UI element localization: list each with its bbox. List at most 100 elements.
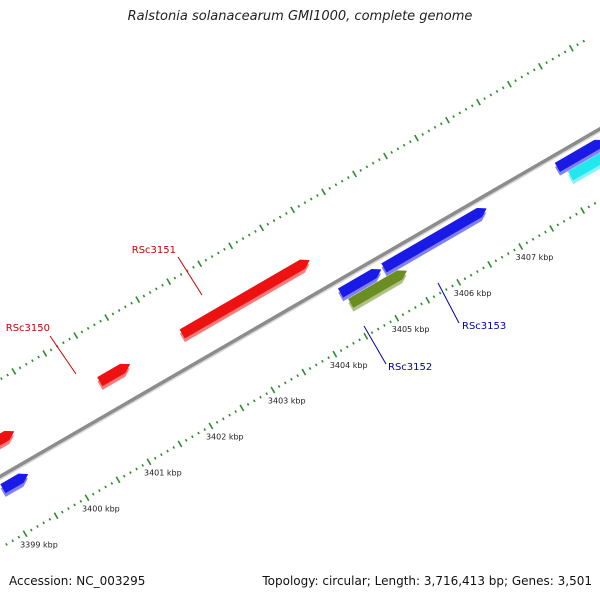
scale-tick [283, 381, 287, 385]
scale-tick [290, 377, 293, 381]
scale-label: 3399 kbp [20, 540, 58, 549]
gene-8-arrow[interactable] [348, 270, 408, 308]
scale-tick [328, 186, 332, 190]
scale-tick [146, 458, 152, 466]
scale-tick [537, 62, 543, 70]
scale-tick [215, 420, 219, 424]
scale-tick [414, 134, 419, 142]
gene-3-arrow[interactable] [179, 259, 310, 339]
scale-tick [208, 422, 214, 430]
scale-tick [265, 392, 268, 396]
scale-tick [383, 152, 388, 160]
scale-tick [216, 251, 220, 255]
scale-tick [463, 277, 467, 281]
scale-tick [5, 542, 8, 546]
scale-tick [531, 237, 535, 241]
scale-tick [204, 258, 208, 262]
scale-tick [153, 456, 157, 460]
scale-tick [228, 242, 234, 250]
scale-tick [332, 350, 338, 358]
scale-tick [359, 168, 363, 172]
genome-title: Ralstonia solanacearum GMI1000, complete… [127, 9, 473, 24]
scale-tick [500, 255, 504, 259]
gene-2-arrow[interactable] [97, 363, 131, 387]
scale-tick [266, 222, 270, 226]
scale-tick [177, 440, 183, 448]
scale-tick [86, 326, 90, 330]
scale-tick [494, 259, 498, 263]
scale-tick [192, 265, 195, 269]
scale-tick [31, 359, 34, 363]
scale-tick [129, 471, 132, 475]
scale-label: 3402 kbp [206, 433, 244, 442]
scale-tick [49, 348, 53, 352]
scale-tick [80, 330, 84, 334]
genome-backbone [0, 126, 600, 481]
gene-7-arrow[interactable] [554, 139, 600, 172]
scale-label: 3405 kbp [392, 325, 430, 334]
scale-tick [130, 301, 133, 305]
scale-tick [117, 308, 121, 312]
scale-tick [161, 283, 164, 287]
gene-3-label: RSc3151 [132, 245, 176, 256]
scale-tick [6, 373, 9, 377]
scale-tick [352, 341, 355, 345]
scale-tick [487, 260, 493, 268]
scale-tick [197, 260, 203, 268]
scale-tick [308, 367, 312, 370]
scale-tick [166, 449, 169, 453]
gene-5-arrow[interactable] [337, 269, 382, 298]
scale-tick [0, 377, 3, 381]
scale-tick [290, 206, 296, 214]
scale-tick [495, 89, 499, 93]
scale-tick [469, 273, 473, 277]
scale-tick [18, 366, 22, 370]
gene-1-arrow[interactable] [0, 430, 15, 446]
scale-tick [414, 306, 417, 309]
scale-labels: 3399 kbp 3400 kbp 3401 kbp 3402 kbp 3403 kbp… [20, 253, 553, 549]
scale-tick [314, 363, 318, 367]
scale-tick [235, 240, 239, 244]
scale-tick [340, 179, 344, 183]
scale-tick [270, 386, 276, 394]
scale-tick [376, 327, 380, 331]
scale-label: 3406 kbp [454, 289, 492, 298]
scale-tick [246, 402, 250, 406]
scale-tick [401, 313, 405, 317]
scale-tick [98, 489, 101, 493]
scale-tick [563, 50, 567, 54]
scale-tick [110, 481, 114, 485]
scale-tick [285, 212, 288, 215]
scale-tick [575, 212, 578, 216]
scale-tick [363, 332, 369, 340]
gene-4-arrow[interactable] [0, 473, 29, 494]
scale-tick [489, 93, 493, 97]
scale-tick [526, 72, 530, 75]
gene-9-arrow[interactable] [567, 150, 600, 181]
scale-tick [141, 463, 145, 467]
scale-tick [327, 356, 330, 360]
scale-tick [334, 183, 338, 187]
scale-tick [593, 201, 597, 205]
scale-label: 3404 kbp [330, 361, 368, 370]
gene-8-label: RSc3152 [388, 362, 432, 373]
scale-tick [371, 161, 375, 165]
scale-tick [67, 507, 70, 510]
scale-tick [241, 237, 245, 241]
scale-tick [60, 510, 64, 514]
gene-8-leader-line [363, 325, 387, 365]
scale-tick [513, 248, 516, 252]
gene-features [0, 139, 600, 497]
scale-tick [358, 338, 361, 342]
scale-tick [383, 323, 386, 327]
scale-tick [433, 125, 437, 129]
scale-tick [303, 201, 307, 205]
scale-tick [22, 530, 28, 538]
scale-tick [104, 314, 110, 322]
scale-tick [396, 147, 400, 151]
scale-tick [568, 216, 572, 220]
gene-6-arrow[interactable] [381, 207, 487, 273]
scale-tick [73, 503, 76, 507]
scale-tick [135, 467, 138, 471]
